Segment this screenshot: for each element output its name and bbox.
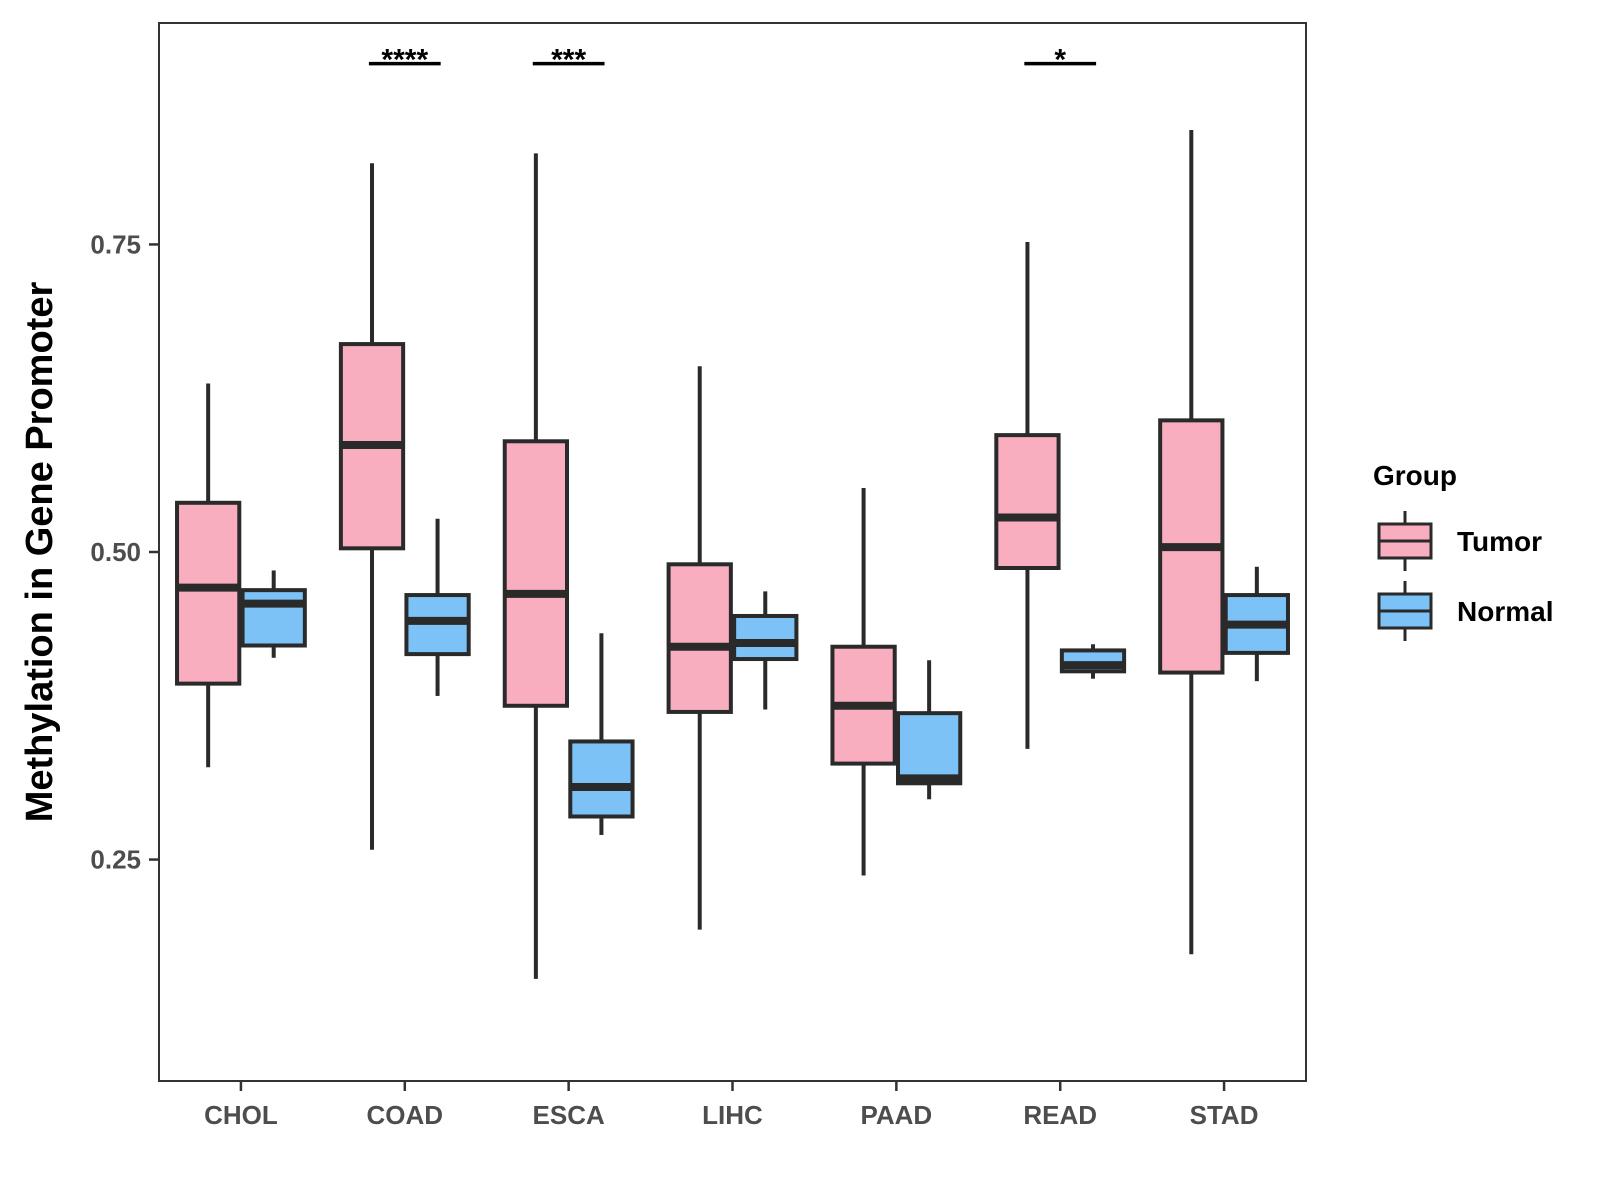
significance-label-read: * <box>1054 44 1066 77</box>
x-tick-label-lihc: LIHC <box>702 1100 763 1130</box>
box-tumor-paad <box>830 488 897 876</box>
y-tick-label: 0.50 <box>90 537 141 567</box>
legend-label-normal: Normal <box>1457 596 1553 627</box>
boxes-layer <box>175 130 1290 979</box>
iqr-box-tumor-chol <box>175 500 242 686</box>
box-normal-stad <box>1223 566 1290 682</box>
x-tick-label-paad: PAAD <box>860 1100 932 1130</box>
y-tick-label: 0.75 <box>90 229 141 259</box>
y-axis: 0.25 0.50 0.75 <box>90 229 159 875</box>
significance-label-esca: *** <box>551 44 586 77</box>
iqr-box-normal-chol <box>240 588 307 648</box>
legend-item-tumor: Tumor <box>1377 511 1542 571</box>
box-tumor-chol <box>175 383 242 768</box>
plot-background <box>159 23 1306 1081</box>
y-axis-title: Methylation in Gene Promoter <box>19 282 61 823</box>
iqr-box-tumor-esca <box>502 439 570 708</box>
box-normal-read <box>1059 644 1127 679</box>
y-tick-label: 0.25 <box>90 845 141 875</box>
box-tumor-lihc <box>666 366 733 930</box>
box-normal-paad <box>895 660 963 800</box>
x-axis: CHOL COAD ESCA LIHC PAAD READ STAD <box>204 1081 1259 1130</box>
box-normal-lihc <box>732 591 799 710</box>
box-tumor-stad <box>1158 130 1225 955</box>
iqr-box-tumor-lihc <box>666 562 733 714</box>
box-tumor-read <box>994 241 1061 749</box>
legend-label-tumor: Tumor <box>1457 526 1542 557</box>
iqr-box-normal-lihc <box>732 613 799 662</box>
box-tumor-esca <box>502 153 570 979</box>
box-tumor-coad <box>338 163 406 850</box>
significance-layer: **** *** * <box>368 44 1097 77</box>
legend-item-normal: Normal <box>1377 581 1553 641</box>
legend: Group Tumor Normal <box>1373 460 1553 641</box>
significance-label-coad: **** <box>381 44 428 77</box>
x-tick-label-chol: CHOL <box>204 1100 278 1130</box>
x-tick-label-read: READ <box>1023 1100 1097 1130</box>
iqr-box-normal-paad <box>895 711 963 786</box>
iqr-box-normal-esca <box>568 739 635 819</box>
box-normal-coad <box>404 518 471 696</box>
box-normal-chol <box>240 570 307 658</box>
legend-title: Group <box>1373 460 1457 491</box>
iqr-box-tumor-read <box>994 433 1061 570</box>
x-tick-label-stad: STAD <box>1190 1100 1259 1130</box>
x-tick-label-coad: COAD <box>367 1100 444 1130</box>
box-normal-esca <box>568 633 635 835</box>
x-tick-label-esca: ESCA <box>533 1100 605 1130</box>
